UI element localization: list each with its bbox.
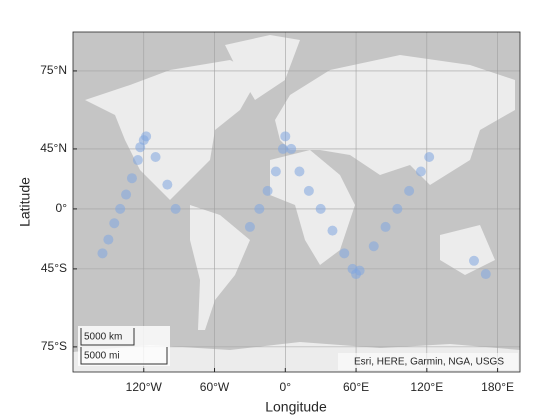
density-point <box>277 143 288 154</box>
attribution: Esri, HERE, Garmin, NGA, USGS <box>354 357 504 368</box>
density-point <box>109 218 120 229</box>
attribution-box <box>338 353 518 370</box>
x-tick-label: 60°E <box>343 380 369 394</box>
density-point <box>354 265 365 276</box>
y-tick-label: 45°N <box>40 141 67 155</box>
density-point <box>280 131 291 142</box>
x-tick-label: 180°E <box>481 380 514 394</box>
density-point <box>126 173 137 184</box>
y-axis-label: Latitude <box>17 177 33 227</box>
density-point <box>97 248 108 259</box>
y-tick-label: 0° <box>56 201 68 215</box>
density-point <box>380 221 391 232</box>
x-axis-label: Longitude <box>265 399 327 415</box>
density-point <box>270 166 281 177</box>
x-tick-label: 120°W <box>126 380 163 394</box>
density-point <box>244 221 255 232</box>
y-tick-label: 75°N <box>40 63 67 77</box>
scale-bar <box>80 328 168 365</box>
grid <box>73 32 520 372</box>
density-point <box>315 203 326 214</box>
density-point <box>115 203 126 214</box>
density-point <box>162 179 173 190</box>
density-point <box>294 166 305 177</box>
density-point <box>480 269 491 280</box>
density-point <box>132 155 143 166</box>
density-point <box>424 151 435 162</box>
y-tick-label: 45°S <box>41 261 67 275</box>
density-point <box>121 189 132 200</box>
x-tick-label: 0° <box>280 380 292 394</box>
density-point <box>327 225 338 236</box>
y-tick-label: 75°S <box>41 339 67 353</box>
density-point <box>339 248 350 259</box>
density-point <box>392 203 403 214</box>
scale-bar-label: 5000 mi <box>84 351 120 362</box>
density-point <box>415 166 426 177</box>
density-point <box>469 255 480 266</box>
density-point <box>404 185 415 196</box>
x-tick-label: 60°W <box>200 380 230 394</box>
density-points <box>97 131 491 280</box>
density-point <box>262 185 273 196</box>
x-tick-label: 120°E <box>410 380 443 394</box>
density-point <box>368 241 379 252</box>
scale-bar-box <box>78 326 170 366</box>
density-point <box>303 185 314 196</box>
density-point <box>286 143 297 154</box>
density-point <box>141 131 152 142</box>
density-point <box>254 203 265 214</box>
density-point <box>135 142 146 153</box>
density-point <box>170 203 181 214</box>
axes-box <box>72 31 521 373</box>
density-point <box>103 234 114 245</box>
scale-bar-label: 5000 km <box>84 332 122 343</box>
density-point <box>150 151 161 162</box>
